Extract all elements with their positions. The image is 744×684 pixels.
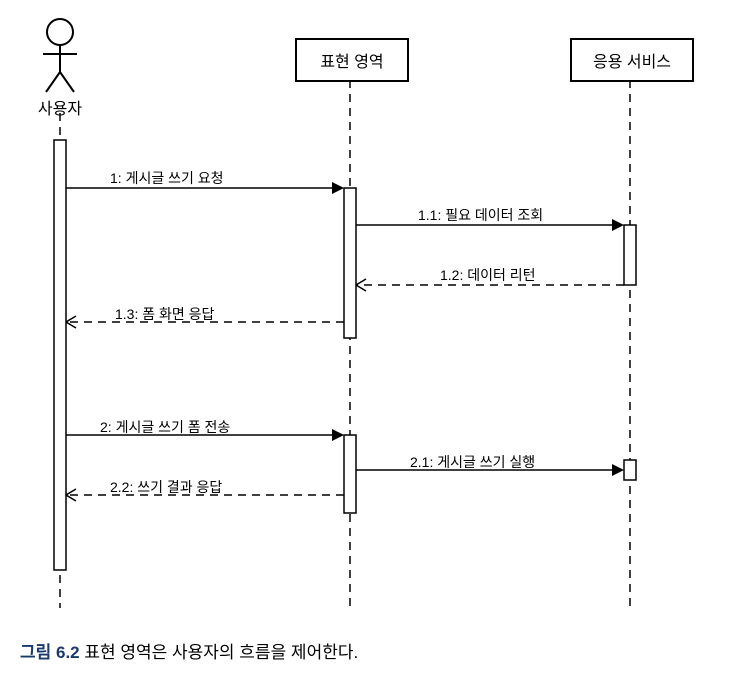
participant-presentation: 표현 영역 xyxy=(295,38,409,82)
msg-1-2-label: 1.2: 데이터 리턴 xyxy=(440,265,536,285)
msg-1-3-label: 1.3: 폼 화면 응답 xyxy=(115,304,214,324)
figure-caption: 그림 6.2 표현 영역은 사용자의 흐름을 제어한다. xyxy=(20,638,358,663)
actor-label: 사용자 xyxy=(35,95,85,119)
sequence-diagram: 사용자 표현 영역 응용 서비스 1: 게시글 쓰기 요청 1.1: 필요 데이… xyxy=(10,10,744,674)
msg-2-label: 2: 게시글 쓰기 폼 전송 xyxy=(100,417,230,437)
diagram-svg xyxy=(10,10,744,674)
msg-2-2-label: 2.2: 쓰기 결과 응답 xyxy=(110,477,222,497)
caption-text: 표현 영역은 사용자의 흐름을 제어한다. xyxy=(80,643,359,662)
msg-2-1-label: 2.1: 게시글 쓰기 실행 xyxy=(410,452,535,472)
msg-1-1-label: 1.1: 필요 데이터 조회 xyxy=(418,205,543,225)
participant-service: 응용 서비스 xyxy=(570,38,694,82)
msg-1-label: 1: 게시글 쓰기 요청 xyxy=(110,168,224,188)
caption-prefix: 그림 6.2 xyxy=(20,643,80,662)
